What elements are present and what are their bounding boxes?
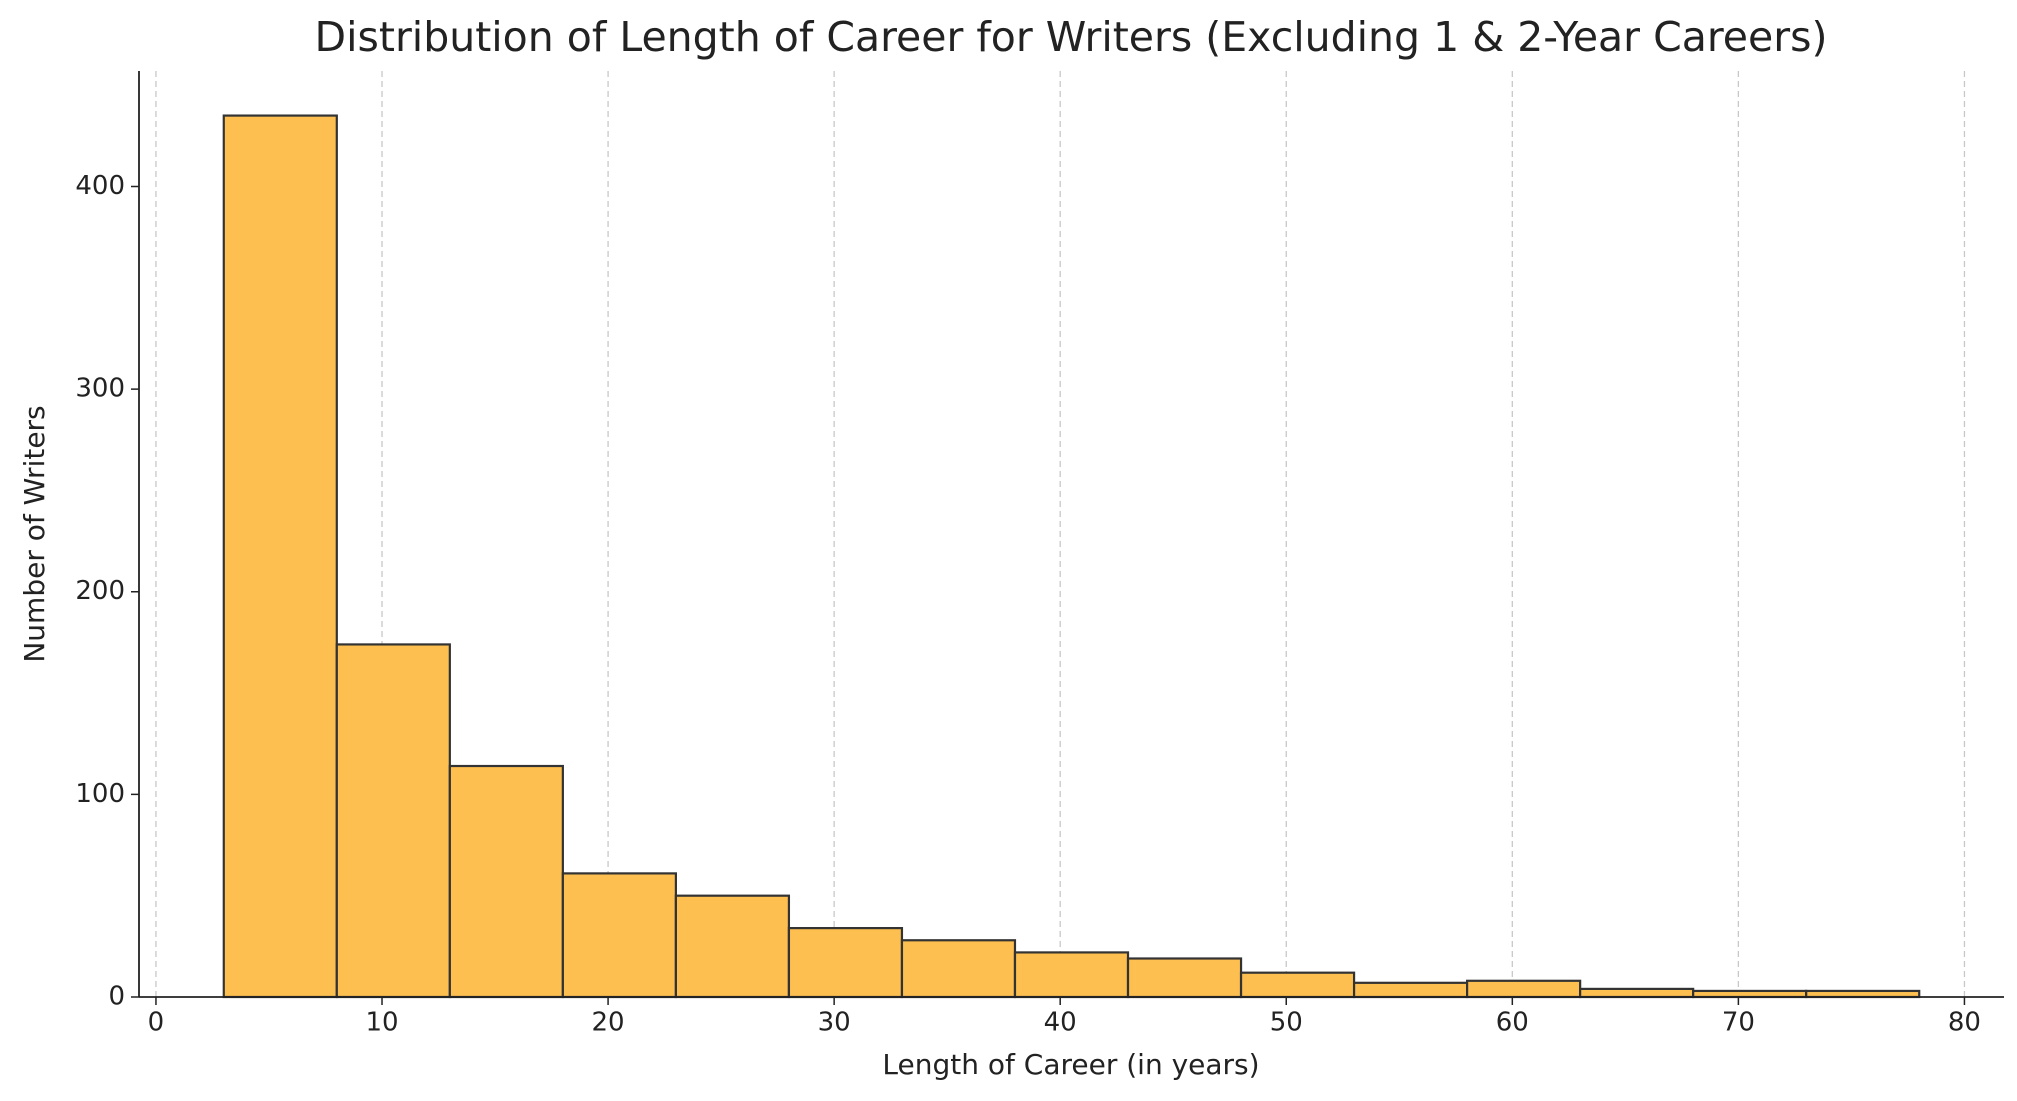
x-tick-label: 20 (592, 1008, 625, 1038)
bar (787, 927, 904, 999)
bar (1239, 971, 1356, 999)
x-tick-label: 60 (1496, 1008, 1529, 1038)
y-tick-label: 400 (75, 171, 125, 201)
x-tick-label: 40 (1044, 1008, 1077, 1038)
bar (1579, 987, 1695, 999)
x-axis-label: Length of Career (in years) (882, 1048, 1259, 1081)
bar (561, 872, 677, 999)
y-axis-label: Number of Writers (18, 405, 51, 662)
bar (1692, 989, 1808, 999)
bar (1126, 957, 1243, 999)
x-tick-label: 0 (148, 1008, 165, 1038)
bar (1013, 951, 1130, 999)
x-tick-label: 10 (365, 1008, 398, 1038)
chart-title: Distribution of Length of Career for Wri… (315, 13, 1828, 61)
bar (674, 894, 791, 999)
bar (222, 114, 338, 999)
x-tick-label: 80 (1948, 1008, 1981, 1038)
x-tick-label: 70 (1722, 1008, 1755, 1038)
y-tick-label: 100 (75, 779, 125, 809)
x-tick-label: 30 (818, 1008, 851, 1038)
bar (900, 939, 1017, 999)
y-tick-label: 0 (108, 982, 125, 1012)
y-tick-label: 300 (75, 374, 125, 404)
bar (1352, 981, 1469, 999)
bar (1805, 989, 1921, 999)
bar (448, 764, 564, 999)
bar (1466, 979, 1582, 999)
bar (335, 643, 451, 999)
x-tick-label: 50 (1270, 1008, 1303, 1038)
y-tick-label: 200 (75, 576, 125, 606)
